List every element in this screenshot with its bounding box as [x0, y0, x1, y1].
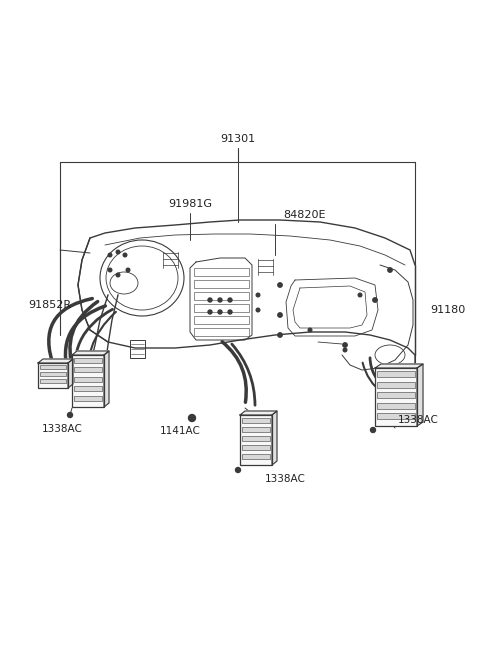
Circle shape: [108, 268, 112, 272]
Polygon shape: [417, 364, 423, 426]
Bar: [242, 436, 270, 441]
Text: 1141AC: 1141AC: [159, 426, 201, 436]
Bar: [194, 328, 249, 336]
Bar: [40, 365, 66, 369]
Bar: [74, 367, 102, 373]
Bar: [194, 280, 249, 288]
Circle shape: [256, 293, 260, 297]
Circle shape: [343, 343, 347, 347]
Circle shape: [116, 273, 120, 277]
Bar: [242, 418, 270, 422]
Text: 91180: 91180: [430, 305, 465, 315]
Polygon shape: [104, 351, 109, 407]
Circle shape: [208, 298, 212, 302]
Circle shape: [371, 428, 375, 432]
Text: 1338AC: 1338AC: [265, 474, 306, 484]
Circle shape: [218, 310, 222, 314]
Circle shape: [228, 298, 232, 302]
Bar: [130, 340, 145, 358]
Text: 91852R: 91852R: [28, 300, 71, 310]
Bar: [242, 427, 270, 432]
Bar: [194, 304, 249, 312]
Circle shape: [236, 468, 240, 472]
Bar: [377, 392, 415, 398]
Bar: [40, 379, 66, 383]
Bar: [38, 363, 68, 388]
Bar: [74, 396, 102, 401]
Bar: [377, 403, 415, 409]
Polygon shape: [375, 364, 423, 368]
Circle shape: [278, 283, 282, 287]
Polygon shape: [68, 359, 73, 388]
Circle shape: [189, 415, 195, 422]
Bar: [74, 386, 102, 392]
Circle shape: [116, 250, 120, 254]
Circle shape: [68, 413, 72, 417]
Text: 1338AC: 1338AC: [398, 415, 439, 425]
Bar: [40, 373, 66, 376]
Circle shape: [218, 298, 222, 302]
Circle shape: [191, 417, 193, 419]
Bar: [242, 454, 270, 459]
Bar: [377, 413, 415, 419]
Circle shape: [308, 328, 312, 332]
Circle shape: [358, 293, 362, 297]
Bar: [194, 316, 249, 324]
Text: 1338AC: 1338AC: [42, 424, 83, 434]
Polygon shape: [272, 411, 277, 465]
Bar: [377, 371, 415, 377]
Circle shape: [123, 253, 127, 256]
Bar: [375, 368, 417, 426]
Circle shape: [208, 310, 212, 314]
Circle shape: [108, 253, 112, 256]
Bar: [242, 445, 270, 450]
Polygon shape: [72, 351, 109, 355]
Text: 91981G: 91981G: [168, 199, 212, 209]
Bar: [74, 358, 102, 363]
Text: 84820E: 84820E: [283, 210, 325, 220]
Circle shape: [278, 333, 282, 337]
Bar: [240, 415, 272, 465]
Bar: [377, 382, 415, 388]
Circle shape: [256, 308, 260, 312]
Circle shape: [278, 313, 282, 318]
Polygon shape: [38, 359, 73, 363]
Circle shape: [126, 268, 130, 272]
Bar: [72, 355, 104, 407]
Circle shape: [388, 268, 392, 272]
Text: 91301: 91301: [220, 134, 255, 144]
Polygon shape: [240, 411, 277, 415]
Circle shape: [343, 348, 347, 352]
Bar: [194, 292, 249, 300]
Bar: [74, 377, 102, 382]
Circle shape: [373, 298, 377, 302]
Bar: [194, 268, 249, 276]
Circle shape: [228, 310, 232, 314]
